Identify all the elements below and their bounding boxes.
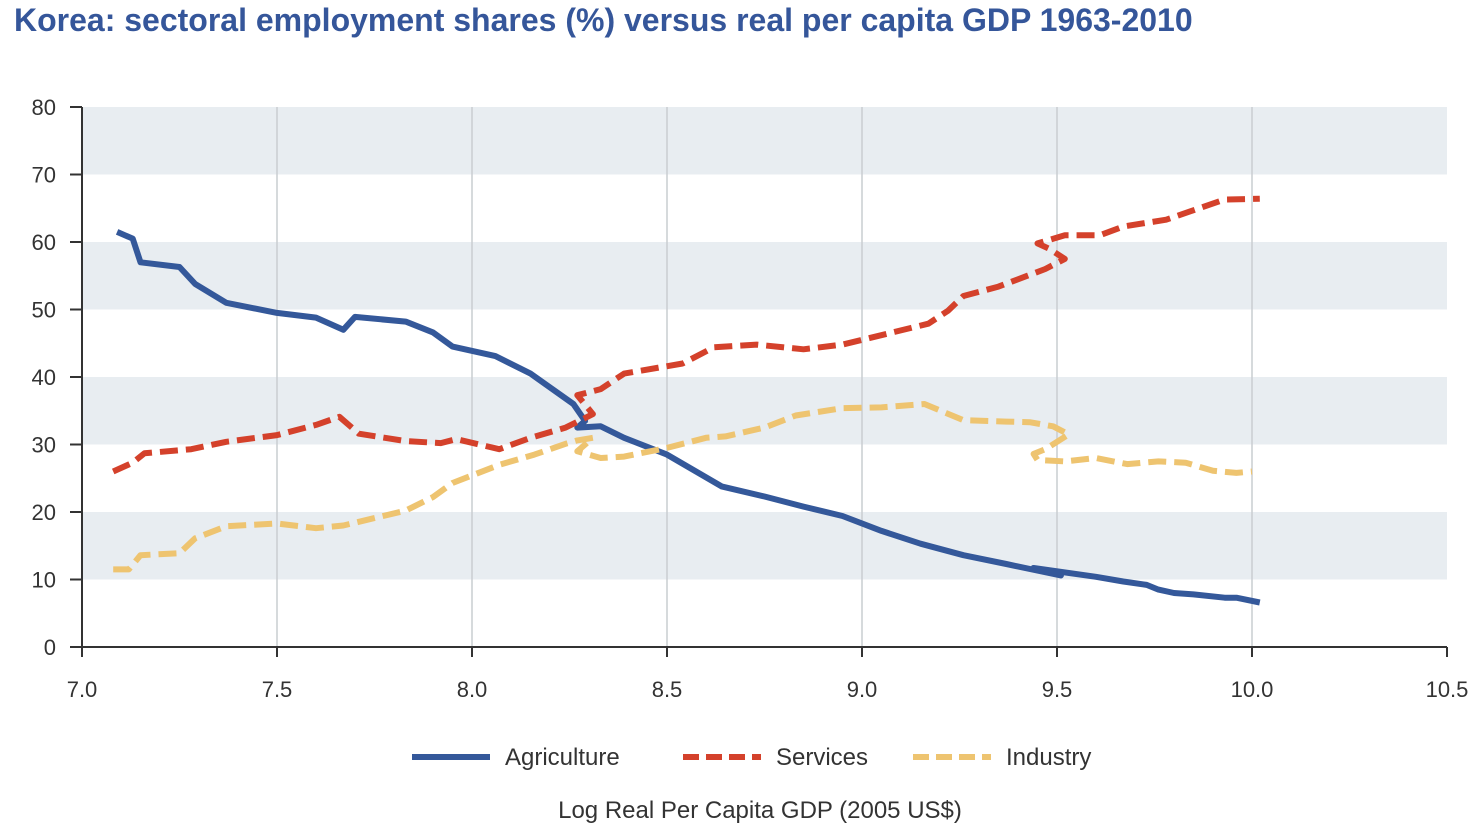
x-tick-label: 10.5: [1426, 677, 1469, 702]
y-tick-label: 10: [32, 568, 56, 593]
series-line-services: [111, 195, 1260, 475]
legend-label: Services: [776, 744, 868, 771]
x-tick-label: 9.0: [847, 677, 878, 702]
legend-item-services: Services: [683, 744, 868, 771]
x-tick-labels: 7.0 7.5 8.0 8.5 9.0 9.5 10.0 10.5: [67, 647, 1469, 702]
chart-title: Korea: sectoral employment shares (%) ve…: [14, 2, 1193, 38]
y-tick-label: 40: [32, 365, 56, 390]
legend-label: Agriculture: [505, 744, 620, 771]
y-tick-label: 30: [32, 433, 56, 458]
series-lines: [111, 195, 1261, 606]
x-axis-title: Log Real Per Capita GDP (2005 US$): [558, 797, 962, 824]
grid-band: [82, 377, 1447, 445]
legend-item-industry: Industry: [913, 744, 1091, 771]
vertical-gridlines: [276, 107, 1253, 647]
y-tick-label: 80: [32, 95, 56, 120]
grid-band: [82, 242, 1447, 310]
x-tick-label: 7.0: [67, 677, 98, 702]
grid-band: [82, 107, 1447, 175]
y-tick-label: 20: [32, 500, 56, 525]
y-tick-label: 70: [32, 163, 56, 188]
series-line-agriculture: [115, 229, 1261, 606]
series-line-industry: [113, 401, 1253, 573]
y-tick-label: 0: [44, 635, 56, 660]
x-tick-label: 9.5: [1042, 677, 1073, 702]
legend-label: Industry: [1006, 744, 1091, 771]
y-tick-labels: 0 10 20 30 40 50 60 70 80: [32, 95, 82, 660]
legend: Agriculture Services Industry: [412, 744, 1091, 771]
x-tick-label: 8.0: [457, 677, 488, 702]
y-tick-label: 60: [32, 230, 56, 255]
x-tick-label: 8.5: [652, 677, 683, 702]
grid-band: [82, 512, 1447, 580]
grid-bands: [82, 107, 1447, 580]
y-tick-label: 50: [32, 298, 56, 323]
legend-item-agriculture: Agriculture: [412, 744, 620, 771]
x-tick-label: 10.0: [1231, 677, 1274, 702]
x-tick-label: 7.5: [262, 677, 293, 702]
